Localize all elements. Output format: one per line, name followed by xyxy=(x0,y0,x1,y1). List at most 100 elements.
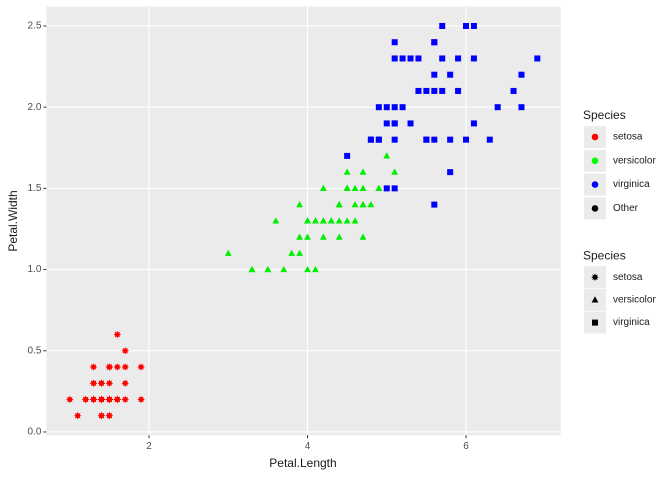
legend-title: Species xyxy=(583,108,626,122)
point xyxy=(105,363,114,371)
point xyxy=(447,71,454,78)
point xyxy=(518,71,525,78)
point xyxy=(121,395,130,404)
point xyxy=(439,87,446,94)
point xyxy=(319,184,327,191)
point xyxy=(534,55,541,62)
legend-label: virginica xyxy=(613,317,650,328)
point xyxy=(89,395,98,404)
point xyxy=(105,411,114,420)
plot-panel xyxy=(46,6,561,436)
point xyxy=(288,249,296,256)
point xyxy=(335,201,343,208)
legend-label: setosa xyxy=(613,272,643,283)
point xyxy=(470,120,477,127)
point xyxy=(97,411,106,420)
point xyxy=(447,136,454,143)
legend-label: versicolor xyxy=(613,295,656,306)
point xyxy=(343,217,351,224)
point xyxy=(137,395,145,404)
point xyxy=(455,87,462,94)
point xyxy=(351,217,359,224)
point xyxy=(431,136,438,143)
point xyxy=(383,104,390,111)
point xyxy=(439,22,446,29)
y-tick-label: 1.0 xyxy=(27,264,41,275)
point xyxy=(391,120,398,127)
point xyxy=(383,185,390,192)
legend-symbol xyxy=(591,296,599,303)
legend-symbol xyxy=(591,181,599,188)
point xyxy=(97,395,106,404)
point xyxy=(89,379,98,388)
legend-symbol xyxy=(591,205,599,212)
point xyxy=(455,55,462,62)
point xyxy=(121,379,130,388)
point xyxy=(399,55,406,62)
point xyxy=(304,265,311,273)
point xyxy=(113,363,122,371)
point xyxy=(399,104,406,111)
point xyxy=(423,136,430,143)
point xyxy=(272,217,280,224)
x-tick-label: 4 xyxy=(305,441,311,452)
x-tick-label: 6 xyxy=(463,441,469,452)
x-tick-label: 2 xyxy=(146,441,152,452)
point xyxy=(367,136,374,143)
point xyxy=(351,201,359,208)
legend-label: versicolor xyxy=(613,155,656,166)
point xyxy=(335,217,343,224)
legend-label: virginica xyxy=(613,179,650,190)
y-axis-label: Petal.Width xyxy=(6,190,20,251)
point xyxy=(439,55,446,62)
point xyxy=(463,136,470,143)
point xyxy=(264,265,272,273)
legend-symbol xyxy=(591,133,599,141)
point xyxy=(105,379,114,388)
point xyxy=(319,233,327,240)
legend-symbol xyxy=(591,157,599,165)
point xyxy=(304,233,311,240)
point xyxy=(518,104,525,111)
point xyxy=(367,201,375,208)
point xyxy=(280,265,288,273)
y-tick-label: 2.5 xyxy=(27,21,41,32)
point xyxy=(463,22,470,29)
point xyxy=(383,120,390,127)
point xyxy=(121,363,130,371)
point xyxy=(470,22,477,29)
point xyxy=(97,379,106,388)
point xyxy=(375,184,383,191)
legend-symbol xyxy=(592,319,598,326)
point xyxy=(296,233,303,240)
legend-symbol xyxy=(591,273,599,281)
point xyxy=(494,104,501,111)
point xyxy=(81,395,90,404)
point xyxy=(89,363,98,371)
point xyxy=(344,152,351,159)
point xyxy=(65,395,74,404)
point xyxy=(407,120,414,127)
point xyxy=(470,55,477,62)
point xyxy=(137,363,145,371)
point xyxy=(431,39,438,46)
point xyxy=(359,168,367,175)
point xyxy=(375,104,382,111)
point xyxy=(105,395,114,404)
point xyxy=(431,201,438,208)
point xyxy=(224,249,232,256)
point xyxy=(391,104,398,111)
point xyxy=(312,265,319,273)
point xyxy=(343,184,351,191)
y-tick-label: 0.0 xyxy=(27,427,41,438)
point xyxy=(343,168,351,175)
point xyxy=(415,55,422,62)
x-axis-label: Petal.Length xyxy=(269,456,336,470)
legend-label: Other xyxy=(613,203,639,214)
point xyxy=(113,330,122,339)
point xyxy=(447,169,454,176)
point xyxy=(359,233,367,240)
point xyxy=(248,265,256,273)
point xyxy=(407,55,414,62)
